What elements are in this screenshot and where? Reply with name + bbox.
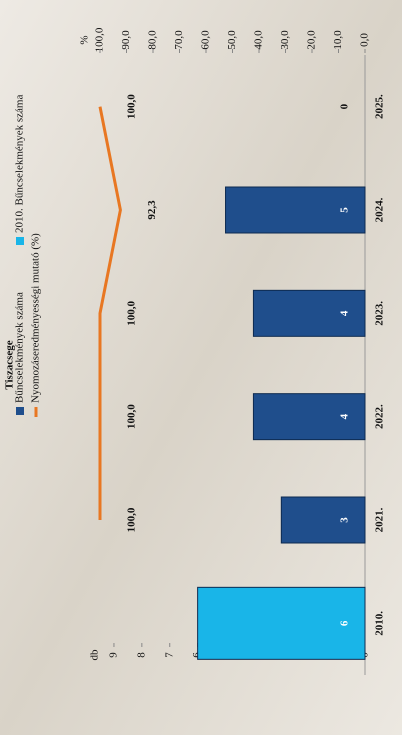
legend-swatch <box>16 407 24 415</box>
x-tick-label: 2025. <box>374 94 386 119</box>
y2-tick-label: 20,0 <box>306 30 318 50</box>
bar <box>280 496 366 544</box>
chart-title: Tiszacsege <box>4 340 16 389</box>
y-tick-label: 9 <box>107 652 119 658</box>
x-tick-label: 2024. <box>374 197 386 222</box>
line-value-label: 100,0 <box>126 94 138 119</box>
y2-tick-label: 80,0 <box>147 30 159 50</box>
y2-tick-label: 0,0 <box>359 33 371 47</box>
x-tick-label: 2021. <box>374 507 386 532</box>
y-tick-label: 8 <box>135 652 147 658</box>
legend-swatch <box>16 237 24 245</box>
bar-value-label: 6 <box>339 620 351 626</box>
legend-label: Nyomozáseredményességi mutató (%) <box>30 233 42 403</box>
y2-axis-label: % <box>79 35 91 44</box>
y2-tick-label: 100,0 <box>94 27 106 52</box>
y2-tick-label: 70,0 <box>173 30 185 50</box>
y2-tick-label: 50,0 <box>226 30 238 50</box>
x-tick-label: 2010. <box>374 611 386 636</box>
y2-tick-label: 90,0 <box>120 30 132 50</box>
plot: Tiszacsege db % 01234567890,010,020,030,… <box>4 27 386 675</box>
bar-value-label: 3 <box>339 517 351 523</box>
line <box>98 106 122 520</box>
bar-value-label: 5 <box>339 207 351 213</box>
bar <box>197 586 366 660</box>
bar-value-label: 4 <box>339 413 351 419</box>
y-tick-label: 7 <box>163 652 175 658</box>
y2-tick-label: 40,0 <box>253 30 265 50</box>
bar <box>252 289 366 337</box>
y2-tick-label: 30,0 <box>279 30 291 50</box>
x-tick-label: 2023. <box>374 301 386 326</box>
bar <box>252 393 366 441</box>
bar-value-label: 0 <box>339 103 351 109</box>
line-value-label: 92,3 <box>146 200 158 220</box>
line-value-label: 100,0 <box>126 404 138 429</box>
y-axis-label: db <box>89 649 101 661</box>
legend-label: 2010. Bűncselekmények száma <box>14 95 26 233</box>
line-value-label: 100,0 <box>126 300 138 325</box>
y2-tick-label: 60,0 <box>200 30 212 50</box>
x-tick-label: 2022. <box>374 404 386 429</box>
bar-value-label: 4 <box>339 310 351 316</box>
y2-tick-label: 10,0 <box>332 30 344 50</box>
bar <box>225 186 366 234</box>
line-value-label: 100,0 <box>126 507 138 532</box>
legend-label: Bűncselekmények száma <box>14 292 26 403</box>
